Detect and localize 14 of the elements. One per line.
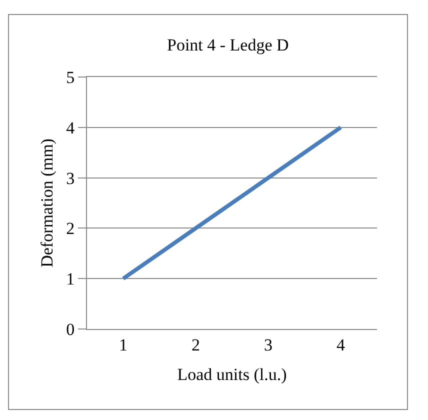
x-tick-label: 3 (264, 335, 272, 354)
y-tick-label: 0 (66, 320, 75, 339)
y-tick-label: 4 (66, 118, 76, 138)
line-series (121, 125, 343, 281)
x-tick-label: 2 (192, 335, 200, 354)
x-tick-label: 4 (336, 335, 346, 354)
x-tick-label: 1 (119, 335, 128, 354)
y-tick-label: 3 (66, 168, 75, 188)
y-axis-title: Deformation (mm) (38, 138, 57, 268)
chart-title: Point 4 - Ledge D (166, 36, 289, 55)
y-tick-label: 1 (66, 270, 75, 289)
y-tick-label: 5 (66, 68, 75, 87)
x-axis-title: Load units (l.u.) (177, 364, 287, 384)
y-tick-label: 2 (66, 219, 75, 238)
